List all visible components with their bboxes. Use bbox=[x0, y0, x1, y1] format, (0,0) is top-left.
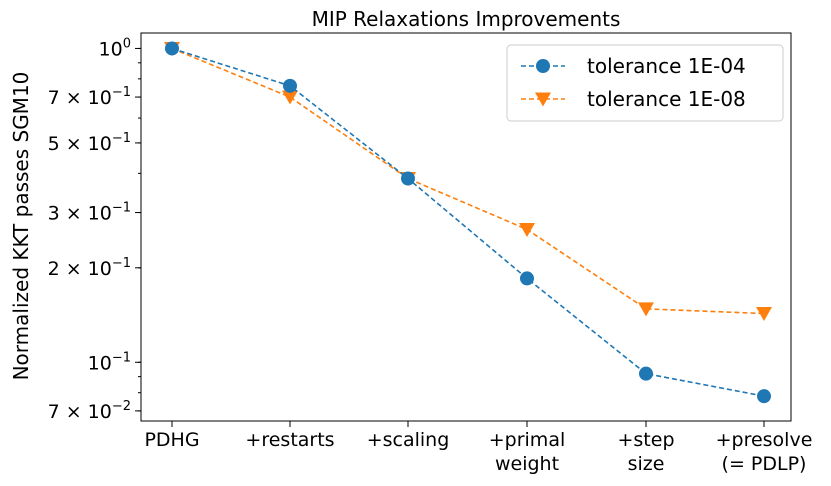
data-point bbox=[519, 222, 535, 237]
series-line bbox=[171, 47, 765, 397]
x-tick-label: PDHG bbox=[144, 429, 199, 451]
data-point bbox=[282, 90, 298, 105]
legend-entry: tolerance 1E-04 bbox=[521, 54, 746, 78]
series-layer bbox=[164, 41, 772, 404]
data-point bbox=[520, 271, 534, 286]
x-tick-label: +primal bbox=[489, 429, 566, 451]
data-point bbox=[639, 366, 653, 381]
y-tick-label: 5 × 10−1 bbox=[48, 131, 131, 155]
legend-marker bbox=[536, 59, 550, 73]
data-point bbox=[756, 307, 772, 322]
legend-entry: tolerance 1E-08 bbox=[521, 87, 746, 111]
x-tick-label: size bbox=[628, 453, 665, 475]
legend-box bbox=[506, 44, 784, 122]
y-axis-ticks: 100 7 × 10−1 5 × 10−1 3 × 10−1 2 × 10−1 10−1 7… bbox=[48, 36, 141, 423]
x-tick-label: +restarts bbox=[245, 429, 334, 451]
data-point bbox=[165, 41, 179, 56]
chart-title: MIP Relaxations Improvements bbox=[312, 7, 621, 31]
x-tick-label: (= PDLP) bbox=[722, 453, 807, 475]
x-tick-label: weight bbox=[495, 453, 559, 475]
x-tick-label: +step bbox=[617, 429, 674, 451]
y-axis-label: Normalized KKT passes SGM10 bbox=[9, 72, 33, 381]
y-tick-label: 7 × 10−1 bbox=[48, 85, 131, 109]
legend-label: tolerance 1E-08 bbox=[587, 87, 746, 111]
series-line bbox=[171, 47, 765, 315]
series-1 bbox=[165, 41, 771, 404]
data-point bbox=[638, 302, 654, 317]
y-tick-label: 2 × 10−1 bbox=[48, 256, 131, 280]
x-tick-label: +scaling bbox=[367, 429, 450, 451]
legend-marker bbox=[535, 92, 551, 107]
y-tick-label: 10−1 bbox=[88, 350, 131, 374]
legend: tolerance 1E-04 tolerance 1E-08 bbox=[506, 44, 784, 122]
y-tick-label: 7 × 10−2 bbox=[48, 399, 131, 423]
y-tick-label: 100 bbox=[99, 36, 131, 60]
data-point bbox=[401, 171, 415, 186]
data-point bbox=[757, 389, 771, 404]
plot-frame bbox=[140, 32, 792, 422]
data-point bbox=[283, 78, 297, 93]
y-tick-label: 3 × 10−1 bbox=[48, 201, 131, 225]
x-tick-label: +presolve bbox=[716, 429, 813, 451]
legend-label: tolerance 1E-04 bbox=[587, 54, 746, 78]
